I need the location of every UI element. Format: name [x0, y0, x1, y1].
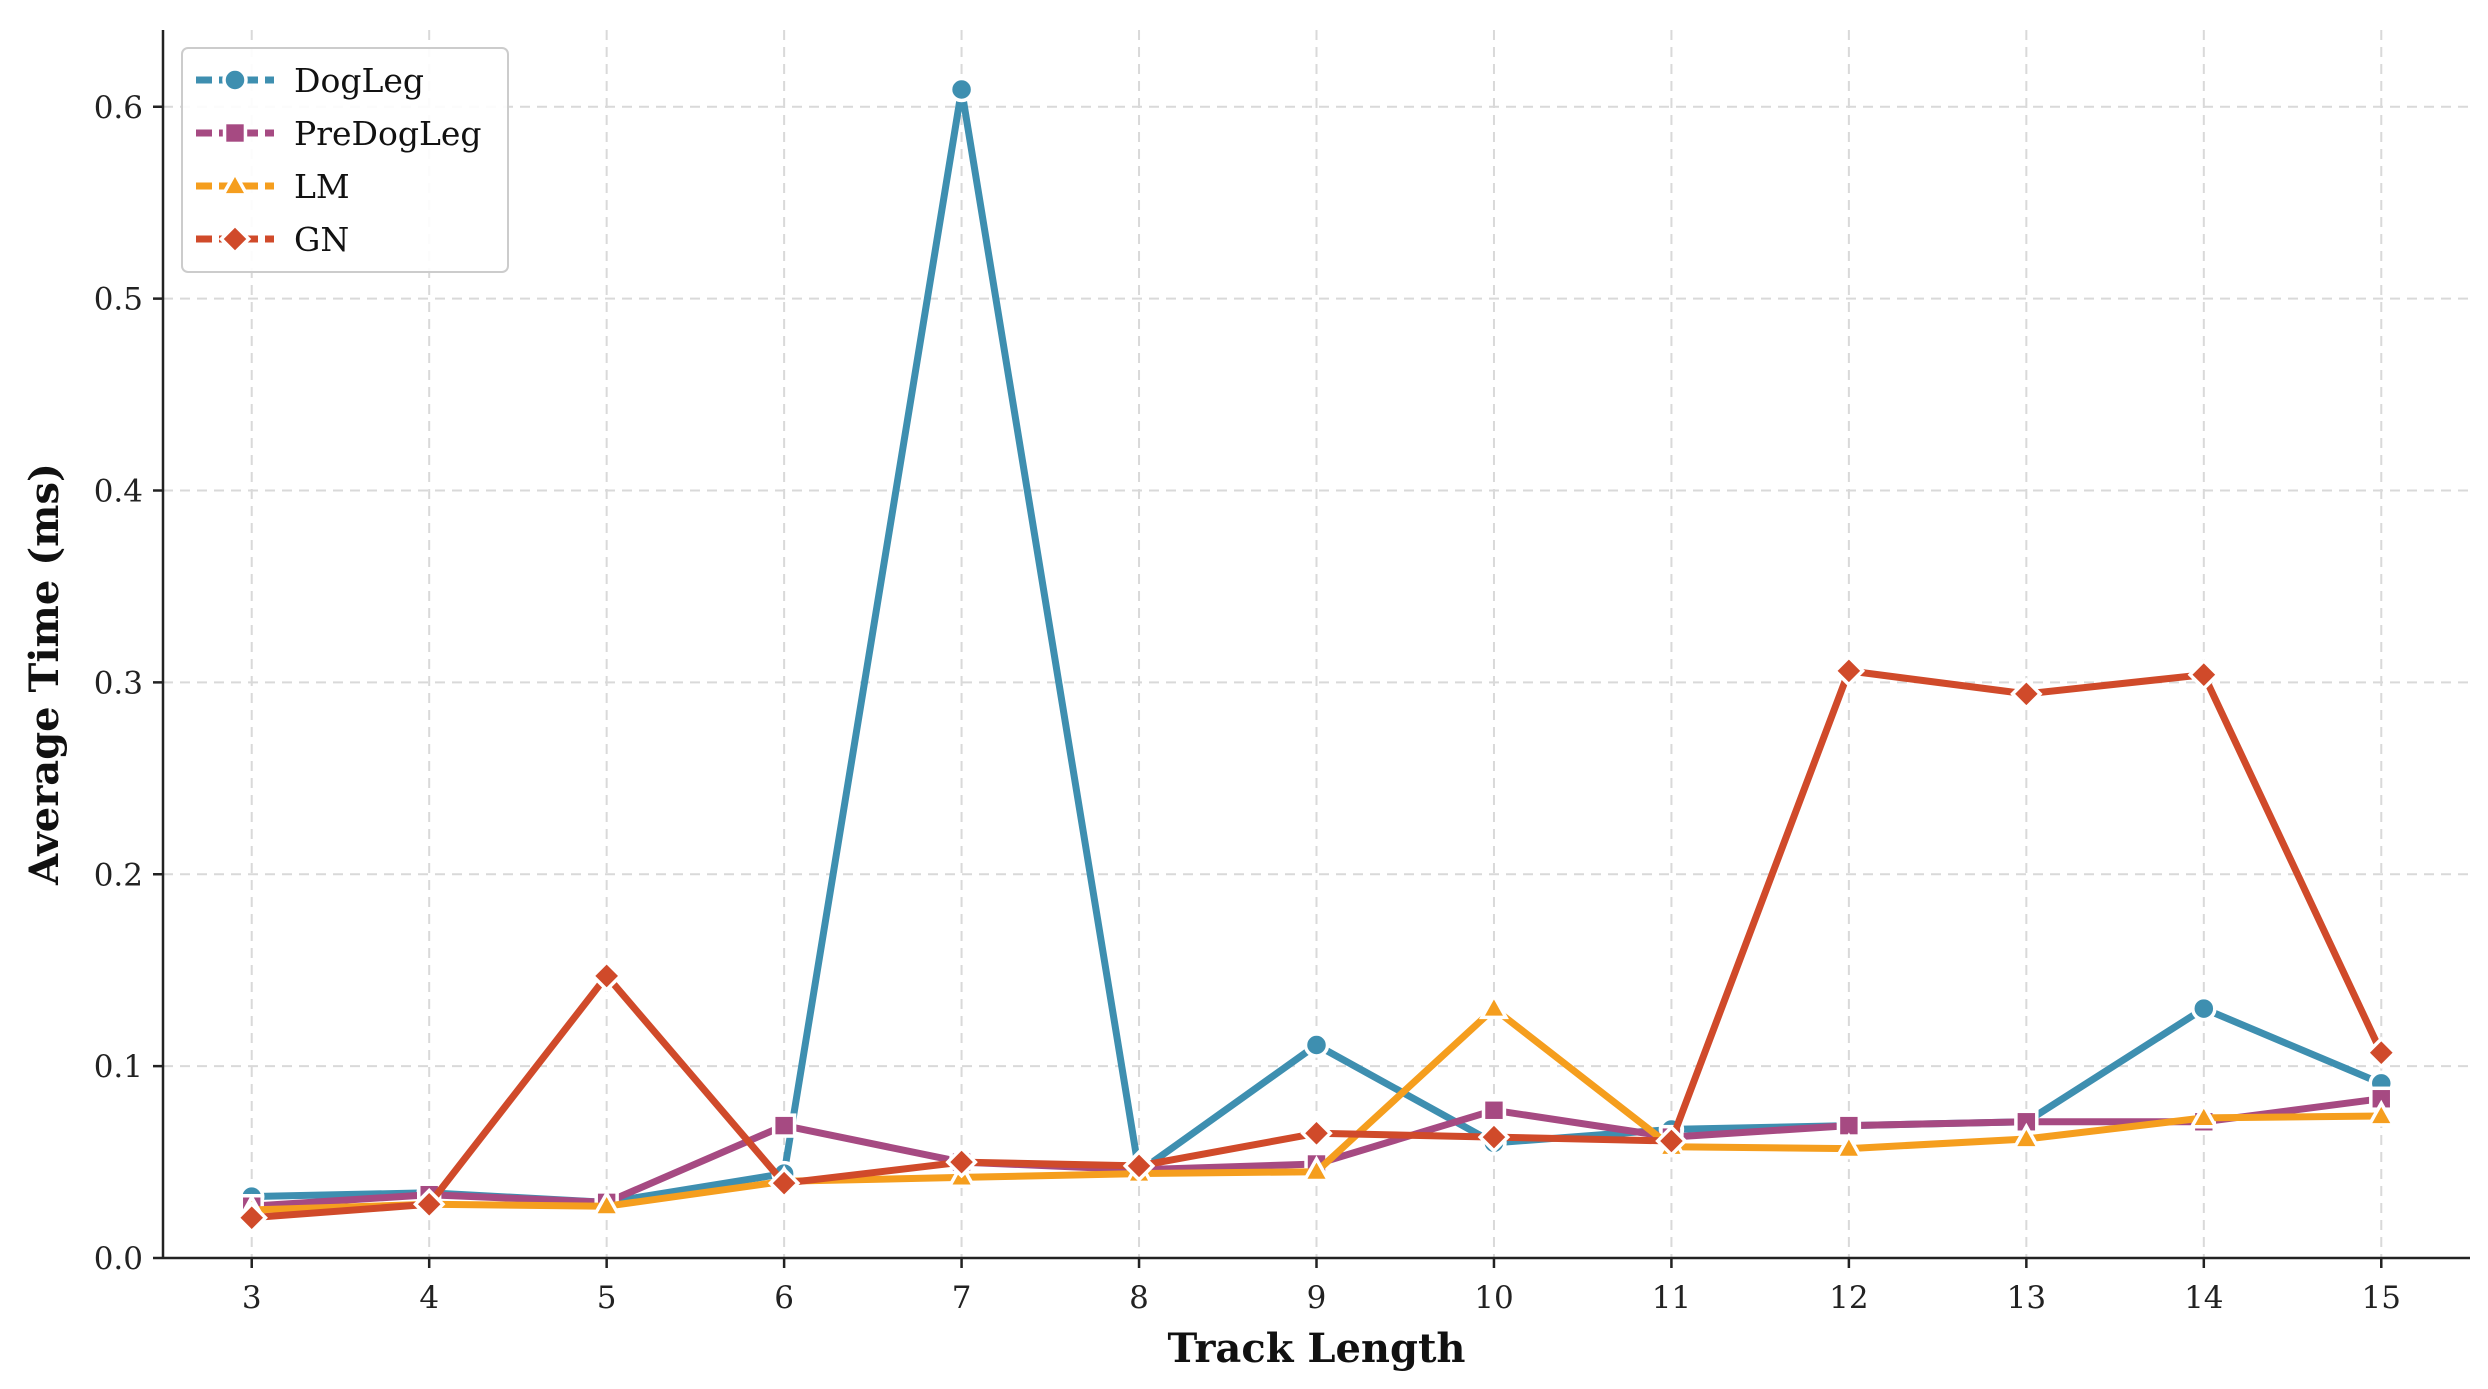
data-point-lm	[2366, 1099, 2397, 1127]
x-tick-label: 9	[1307, 1280, 1327, 1316]
legend-item-gn: GN	[196, 220, 349, 259]
x-tick-label: 3	[242, 1280, 262, 1316]
legend: DogLeg PreDogLeg LM GN	[181, 47, 509, 273]
x-tick-label: 8	[1129, 1280, 1149, 1316]
legend-label-gn: GN	[294, 220, 349, 259]
series-group	[235, 76, 2398, 1234]
data-point-lm	[2011, 1122, 2042, 1150]
data-point-dogleg	[948, 76, 975, 103]
legend-label-predogleg: PreDogLeg	[294, 114, 482, 153]
y-tick-label: 0.2	[94, 857, 143, 893]
data-point-dogleg	[2191, 995, 2217, 1022]
series-gn	[235, 654, 2398, 1234]
legend-marker-predogleg	[222, 120, 248, 146]
data-point-gn	[767, 1166, 801, 1200]
x-tick-label: 5	[597, 1280, 617, 1316]
y-tick-label: 0.4	[94, 474, 143, 510]
data-point-gn	[590, 959, 623, 993]
x-axis-label: Track Length	[1167, 1325, 1465, 1372]
legend-label-lm: LM	[294, 167, 350, 206]
data-point-gn	[1122, 1149, 1156, 1183]
legend-label-dogleg: DogLeg	[294, 61, 424, 100]
data-point-lm	[2188, 1101, 2219, 1129]
data-point-predogleg	[1481, 1098, 1507, 1123]
x-tick-label: 15	[2362, 1280, 2401, 1316]
x-tick-label: 6	[774, 1280, 794, 1316]
x-tick-label: 4	[419, 1280, 439, 1316]
legend-marker-gn	[218, 222, 252, 256]
data-point-gn	[412, 1188, 446, 1221]
legend-marker-dogleg	[222, 67, 248, 93]
x-axis-ticks: 3 4 5 6 7 8 9 10 11 12 13 14 15	[242, 1258, 2401, 1316]
data-point-dogleg	[1303, 1032, 1330, 1058]
data-point-gn	[1300, 1117, 1333, 1150]
x-tick-label: 10	[1474, 1280, 1513, 1316]
x-tick-label: 13	[2007, 1280, 2046, 1316]
y-tick-label: 0.5	[94, 282, 143, 318]
legend-item-dogleg: DogLeg	[196, 61, 424, 100]
x-tick-label: 14	[2184, 1280, 2223, 1316]
legend-item-predogleg: PreDogLeg	[196, 114, 482, 153]
x-tick-label: 12	[1829, 1280, 1868, 1316]
y-tick-label: 0.6	[94, 90, 143, 126]
grid-lines	[163, 30, 2470, 1259]
data-point-gn	[1832, 654, 1866, 688]
y-tick-label: 0.3	[94, 665, 143, 701]
data-point-gn	[235, 1201, 268, 1234]
data-point-gn	[1655, 1124, 1688, 1158]
y-tick-label: 0.0	[94, 1241, 143, 1277]
y-axis-ticks: 0.0 0.1 0.2 0.3 0.4 0.5 0.6	[94, 90, 163, 1277]
data-point-gn	[2010, 677, 2043, 711]
y-axis-label: Average Time (ms)	[21, 463, 68, 886]
data-point-predogleg	[771, 1113, 797, 1138]
legend-box	[181, 47, 509, 273]
data-point-gn	[2187, 658, 2221, 691]
legend-item-lm: LM	[196, 167, 350, 206]
data-point-gn	[2365, 1036, 2398, 1069]
y-tick-label: 0.1	[94, 1049, 143, 1085]
data-point-lm	[591, 1189, 622, 1217]
data-point-lm	[1833, 1132, 1864, 1160]
data-point-gn	[945, 1145, 978, 1179]
data-point-gn	[1477, 1120, 1511, 1154]
data-point-lm	[1478, 992, 1509, 1020]
data-point-lm	[1301, 1155, 1332, 1183]
x-tick-label: 7	[952, 1280, 972, 1316]
x-tick-label: 11	[1652, 1280, 1691, 1316]
legend-marker-lm	[219, 169, 251, 197]
